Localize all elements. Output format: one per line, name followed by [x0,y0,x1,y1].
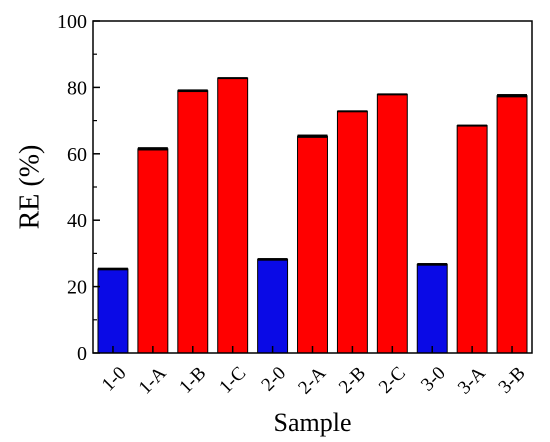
error-bar-2-A [297,134,328,138]
y-tick-label: 0 [77,343,87,365]
bar-3-0 [416,263,448,354]
error-bar-2-0 [257,258,288,261]
bar-1-C [217,77,249,354]
y-axis: 0 20 40 60 80 100 [57,11,100,365]
y-axis-label: RE (%) [14,145,45,230]
x-tick-label: 2-C [375,363,410,398]
x-axis: 1-0 1-A 1-B 1-C 2-0 2-A 2-B 2-C 3-0 3-A 3-B [98,346,530,398]
error-bar-3-B [497,94,528,98]
error-bar-1-0 [97,267,128,271]
x-tick-label: 2-A [294,363,330,399]
x-tick-label: 3-B [495,363,530,398]
bars-layer [97,77,528,354]
bar-2-A [297,135,328,354]
error-bar-3-A [457,124,488,127]
y-tick-label: 80 [67,77,87,99]
x-tick-label: 3-0 [417,363,450,396]
x-axis-label: Sample [274,408,352,437]
x-tick-label: 2-B [335,363,370,398]
x-tick-label: 2-0 [257,363,290,396]
error-bar-1-B [177,89,208,93]
error-bar-2-C [377,93,408,96]
y-tick-label: 100 [57,11,87,33]
bar-1-B [177,90,209,354]
x-tick-label: 3-A [454,363,490,399]
bar-2-C [376,93,408,354]
bar-1-0 [97,268,129,354]
x-tick-label: 1-A [135,363,171,399]
error-bar-3-0 [417,263,448,266]
bar-2-B [336,110,368,354]
error-bar-1-A [137,147,168,151]
bar-3-B [496,95,528,354]
x-tick-label: 1-C [215,363,250,398]
x-tick-label: 1-B [175,363,210,398]
bar-3-A [456,125,488,354]
y-tick-label: 60 [67,144,87,166]
x-tick-label: 1-0 [98,363,131,396]
bar-1-A [137,148,169,354]
y-tick-label: 20 [67,277,87,299]
y-tick-label: 40 [67,210,87,232]
error-bars-layer [97,77,528,271]
bar-2-0 [257,258,289,354]
error-bar-2-B [337,110,368,113]
error-bar-1-C [217,77,248,80]
